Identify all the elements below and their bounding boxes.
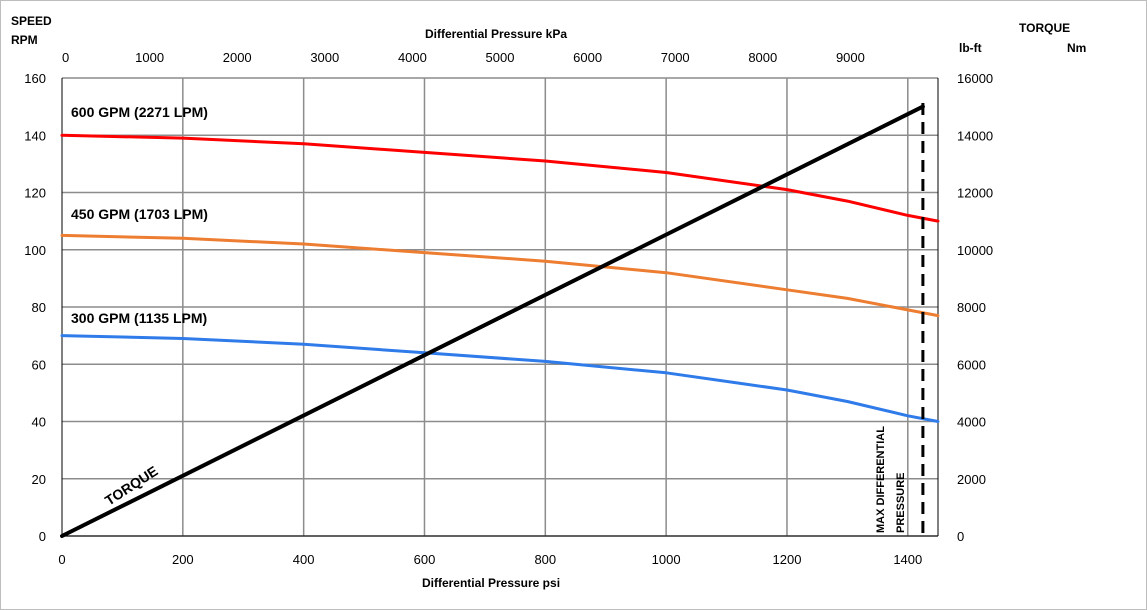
- left-tick-label: 100: [24, 243, 46, 258]
- left-tick-label: 80: [32, 300, 46, 315]
- series-line-2: [60, 334, 940, 423]
- bottom-tick-label: 1200: [773, 552, 802, 567]
- left-tick-label: 0: [39, 529, 46, 544]
- bottom-axis-title: Differential Pressure psi: [422, 576, 560, 590]
- bottom-tick-label: 600: [414, 552, 436, 567]
- max-pressure-label-line1: MAX DIFFERENTIAL: [875, 426, 887, 533]
- series-label-600gpm: 600 GPM (2271 LPM): [71, 104, 208, 120]
- series-label-300gpm: 300 GPM (1135 LPM): [71, 310, 207, 326]
- right-tick-label: 4000: [957, 415, 986, 430]
- series-line-3: [60, 104, 925, 538]
- top-tick-label: 6000: [573, 50, 602, 65]
- right-axis-unit-nm: Nm: [1067, 41, 1086, 55]
- left-tick-label: 140: [24, 128, 46, 143]
- right-tick-label: 16000: [957, 71, 993, 86]
- left-axis-title-line2: RPM: [11, 33, 38, 47]
- series-line-1: [60, 233, 940, 318]
- top-tick-label: 1000: [135, 50, 164, 65]
- left-tick-label: 60: [32, 357, 46, 372]
- top-tick-label: 9000: [836, 50, 865, 65]
- right-tick-label: 8000: [957, 300, 986, 315]
- top-tick-label: 7000: [661, 50, 690, 65]
- right-tick-label: 0: [957, 529, 964, 544]
- top-tick-label: 4000: [398, 50, 427, 65]
- gridlines: [61, 77, 939, 537]
- top-axis-title: Differential Pressure kPa: [425, 27, 567, 41]
- bottom-tick-label: 1400: [893, 552, 922, 567]
- left-tick-label: 120: [24, 186, 46, 201]
- top-tick-label: 5000: [486, 50, 515, 65]
- right-tick-label: 6000: [957, 357, 986, 372]
- right-tick-label: 2000: [957, 472, 986, 487]
- right-tick-label: 14000: [957, 128, 993, 143]
- series-label-450gpm: 450 GPM (1703 LPM): [71, 206, 208, 222]
- left-tick-label: 20: [32, 472, 46, 487]
- left-tick-label: 40: [32, 415, 46, 430]
- left-tick-label: 160: [24, 71, 46, 86]
- series-line-0: [60, 133, 940, 223]
- bottom-tick-label: 200: [172, 552, 194, 567]
- top-tick-label: 2000: [223, 50, 252, 65]
- right-axis-title: TORQUE: [1019, 21, 1070, 35]
- left-axis-title-line1: SPEED: [11, 14, 52, 28]
- top-tick-label: 3000: [310, 50, 339, 65]
- top-tick-label: 8000: [748, 50, 777, 65]
- right-tick-label: 12000: [957, 186, 993, 201]
- series-lines: [60, 103, 940, 538]
- right-axis-unit-lbft: lb-ft: [959, 41, 982, 55]
- bottom-tick-label: 1000: [652, 552, 681, 567]
- bottom-tick-label: 800: [534, 552, 556, 567]
- max-pressure-label-line2: PRESSURE: [895, 472, 907, 533]
- tick-labels: 0204060801001201401600200040006000800010…: [24, 50, 993, 567]
- top-tick-label: 0: [62, 50, 69, 65]
- right-tick-label: 10000: [957, 243, 993, 258]
- bottom-tick-label: 0: [58, 552, 65, 567]
- bottom-tick-label: 400: [293, 552, 315, 567]
